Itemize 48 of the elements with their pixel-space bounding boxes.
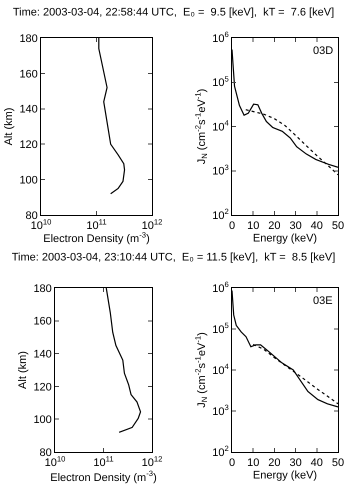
x-tick-label: 40	[310, 457, 323, 470]
x-tick-label: 0	[228, 220, 236, 232]
x-tick-label: 10$^{11}$	[93, 454, 114, 470]
x-tick-label: 10	[247, 457, 260, 470]
y-tick-label: 10$^{3}$	[212, 162, 229, 178]
x-tick-label: 0	[228, 457, 236, 470]
y-tick-label: 10$^{6}$	[212, 280, 229, 295]
x-tick-label: 20	[268, 220, 281, 232]
y-tick-label: 10$^{4}$	[212, 118, 230, 134]
y-tick-label: 180	[19, 32, 38, 45]
x-axis-title: Electron Density (m$^{-3}$)	[50, 469, 157, 484]
y-tick-label: 80	[40, 446, 52, 459]
x-tick-label: 30	[289, 457, 302, 470]
y-tick-label: 10$^{4}$	[212, 362, 230, 377]
x-axis-title: Energy (keV)	[252, 232, 318, 244]
y-tick-label: 10$^{2}$	[212, 207, 229, 222]
x-tick-label: 30	[289, 220, 302, 232]
y-tick-label: 10$^{5}$	[212, 74, 229, 90]
y-tick-label: 80	[26, 210, 38, 222]
x-tick-label: 40	[310, 220, 323, 232]
y-axis-title: Alt (km)	[17, 351, 30, 389]
x-tick-label: 10$^{12}$	[142, 218, 162, 232]
y-tick-label: 140	[33, 348, 52, 360]
y-tick-label: 180	[33, 282, 52, 295]
y-tick-label: 100	[33, 414, 52, 426]
y-tick-label: 10$^{3}$	[212, 403, 229, 418]
x-axis-title: Energy (keV)	[252, 469, 318, 482]
chart-title: Time: 2003-03-04, 22:58:44 UTC, E₀ = 9.5 [keV], kT = 7.6 [keV]	[12, 6, 334, 19]
y-tick-label: 100	[19, 174, 38, 186]
x-axis-title: Electron Density (m$^{-3}$)	[43, 230, 150, 245]
x-tick-label: 10$^{12}$	[142, 454, 162, 470]
x-tick-label: 10	[247, 220, 260, 232]
y-tick-label: 160	[33, 316, 52, 328]
y-tick-label: 10$^{6}$	[212, 30, 229, 45]
x-tick-label: 50	[332, 220, 344, 232]
annotation: 03D	[313, 45, 334, 57]
y-tick-label: 10$^{2}$	[212, 444, 229, 459]
y-axis-title: Alt (km)	[3, 108, 16, 146]
x-tick-label: 50	[332, 457, 344, 470]
y-tick-label: 10$^{5}$	[212, 321, 229, 336]
annotation: 03E	[313, 295, 333, 307]
chart-title: Time: 2003-03-04, 23:10:44 UTC, E₀ = 11.5 [keV], kT = 8.5 [keV]	[12, 252, 336, 264]
y-tick-label: 160	[19, 68, 38, 80]
y-tick-label: 140	[19, 104, 38, 116]
y-tick-label: 120	[19, 139, 38, 152]
x-tick-label: 20	[268, 457, 281, 470]
y-tick-label: 120	[33, 381, 52, 394]
x-tick-label: 10$^{11}$	[86, 218, 107, 232]
